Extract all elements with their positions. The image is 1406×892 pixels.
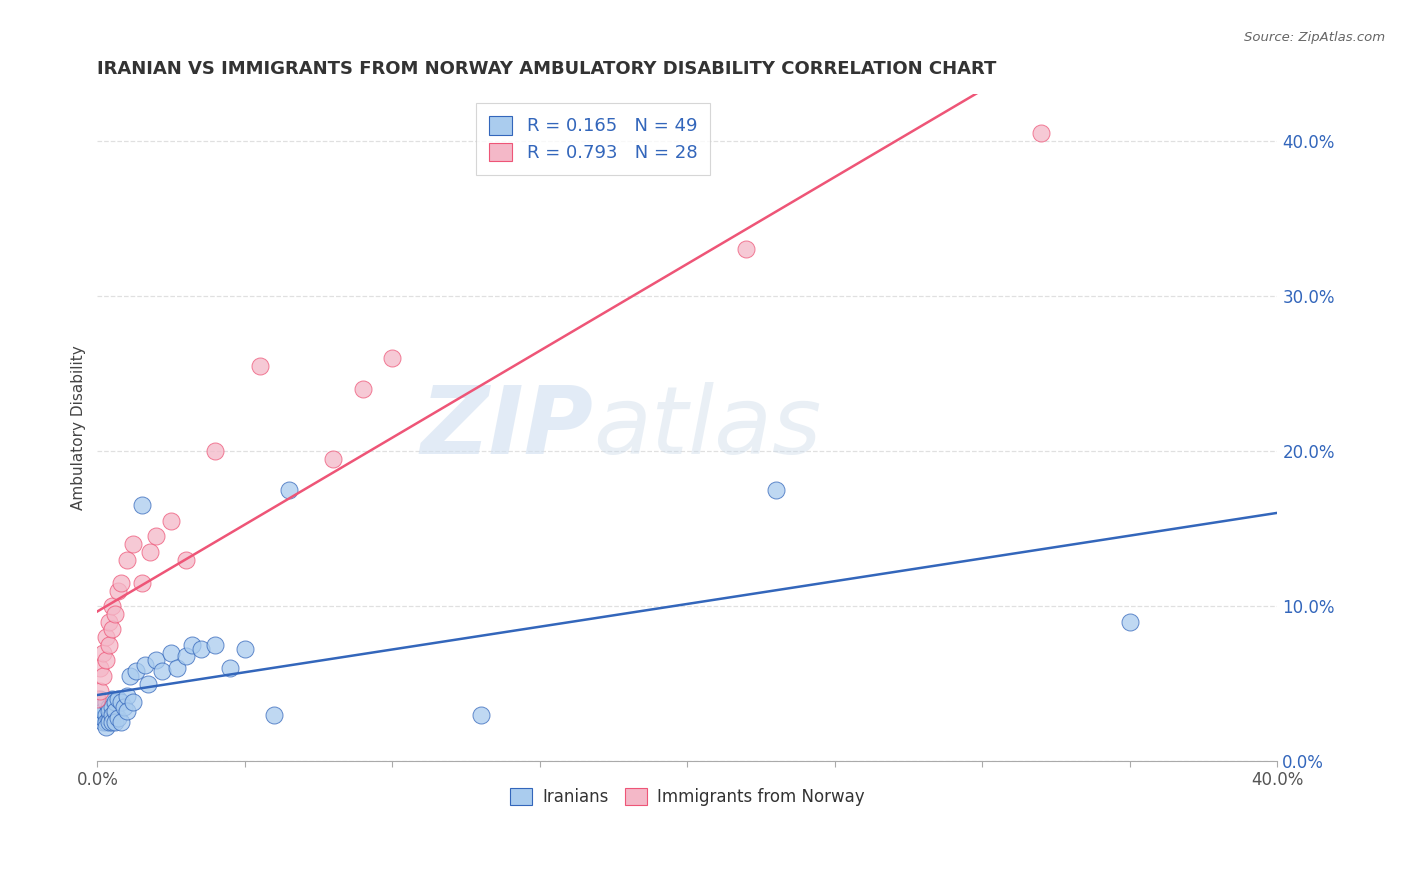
- Point: [470, 707, 492, 722]
- Point: [160, 646, 183, 660]
- Point: [190, 642, 212, 657]
- Point: [101, 622, 124, 636]
- Point: [98, 705, 121, 719]
- Point: [118, 669, 141, 683]
- Point: [96, 630, 118, 644]
- Legend: Iranians, Immigrants from Norway: Iranians, Immigrants from Norway: [503, 781, 872, 813]
- Point: [1031, 126, 1053, 140]
- Point: [98, 711, 121, 725]
- Point: [1119, 615, 1142, 629]
- Text: ZIP: ZIP: [420, 382, 593, 474]
- Point: [166, 661, 188, 675]
- Point: [98, 699, 121, 714]
- Point: [145, 653, 167, 667]
- Point: [91, 669, 114, 683]
- Point: [765, 483, 787, 497]
- Point: [278, 483, 301, 497]
- Point: [96, 653, 118, 667]
- Point: [110, 575, 132, 590]
- Point: [98, 615, 121, 629]
- Point: [233, 642, 256, 657]
- Point: [89, 699, 111, 714]
- Point: [204, 638, 226, 652]
- Point: [249, 359, 271, 373]
- Point: [104, 607, 127, 621]
- Point: [89, 692, 111, 706]
- Point: [139, 545, 162, 559]
- Point: [96, 695, 118, 709]
- Point: [101, 707, 124, 722]
- Point: [121, 695, 143, 709]
- Point: [98, 638, 121, 652]
- Point: [107, 583, 129, 598]
- Point: [136, 676, 159, 690]
- Point: [107, 711, 129, 725]
- Point: [91, 711, 114, 725]
- Y-axis label: Ambulatory Disability: Ambulatory Disability: [72, 345, 86, 510]
- Point: [91, 705, 114, 719]
- Point: [204, 444, 226, 458]
- Point: [104, 695, 127, 709]
- Point: [735, 243, 758, 257]
- Point: [98, 715, 121, 730]
- Point: [174, 552, 197, 566]
- Point: [115, 552, 138, 566]
- Point: [101, 599, 124, 613]
- Point: [110, 695, 132, 709]
- Point: [131, 498, 153, 512]
- Point: [322, 451, 344, 466]
- Point: [352, 382, 374, 396]
- Point: [381, 351, 404, 365]
- Point: [115, 689, 138, 703]
- Point: [110, 715, 132, 730]
- Point: [131, 575, 153, 590]
- Point: [96, 715, 118, 730]
- Point: [104, 715, 127, 730]
- Point: [91, 646, 114, 660]
- Point: [121, 537, 143, 551]
- Point: [101, 692, 124, 706]
- Text: Source: ZipAtlas.com: Source: ZipAtlas.com: [1244, 31, 1385, 45]
- Point: [125, 664, 148, 678]
- Point: [180, 638, 202, 652]
- Point: [91, 715, 114, 730]
- Point: [150, 664, 173, 678]
- Point: [115, 705, 138, 719]
- Point: [107, 692, 129, 706]
- Point: [96, 720, 118, 734]
- Point: [86, 692, 108, 706]
- Point: [134, 657, 156, 672]
- Point: [96, 707, 118, 722]
- Point: [101, 715, 124, 730]
- Point: [219, 661, 242, 675]
- Text: IRANIAN VS IMMIGRANTS FROM NORWAY AMBULATORY DISABILITY CORRELATION CHART: IRANIAN VS IMMIGRANTS FROM NORWAY AMBULA…: [97, 60, 997, 78]
- Point: [89, 684, 111, 698]
- Text: atlas: atlas: [593, 383, 821, 474]
- Point: [112, 699, 135, 714]
- Point: [86, 707, 108, 722]
- Point: [89, 661, 111, 675]
- Point: [145, 529, 167, 543]
- Point: [263, 707, 285, 722]
- Point: [101, 699, 124, 714]
- Point: [104, 705, 127, 719]
- Point: [160, 514, 183, 528]
- Point: [174, 648, 197, 663]
